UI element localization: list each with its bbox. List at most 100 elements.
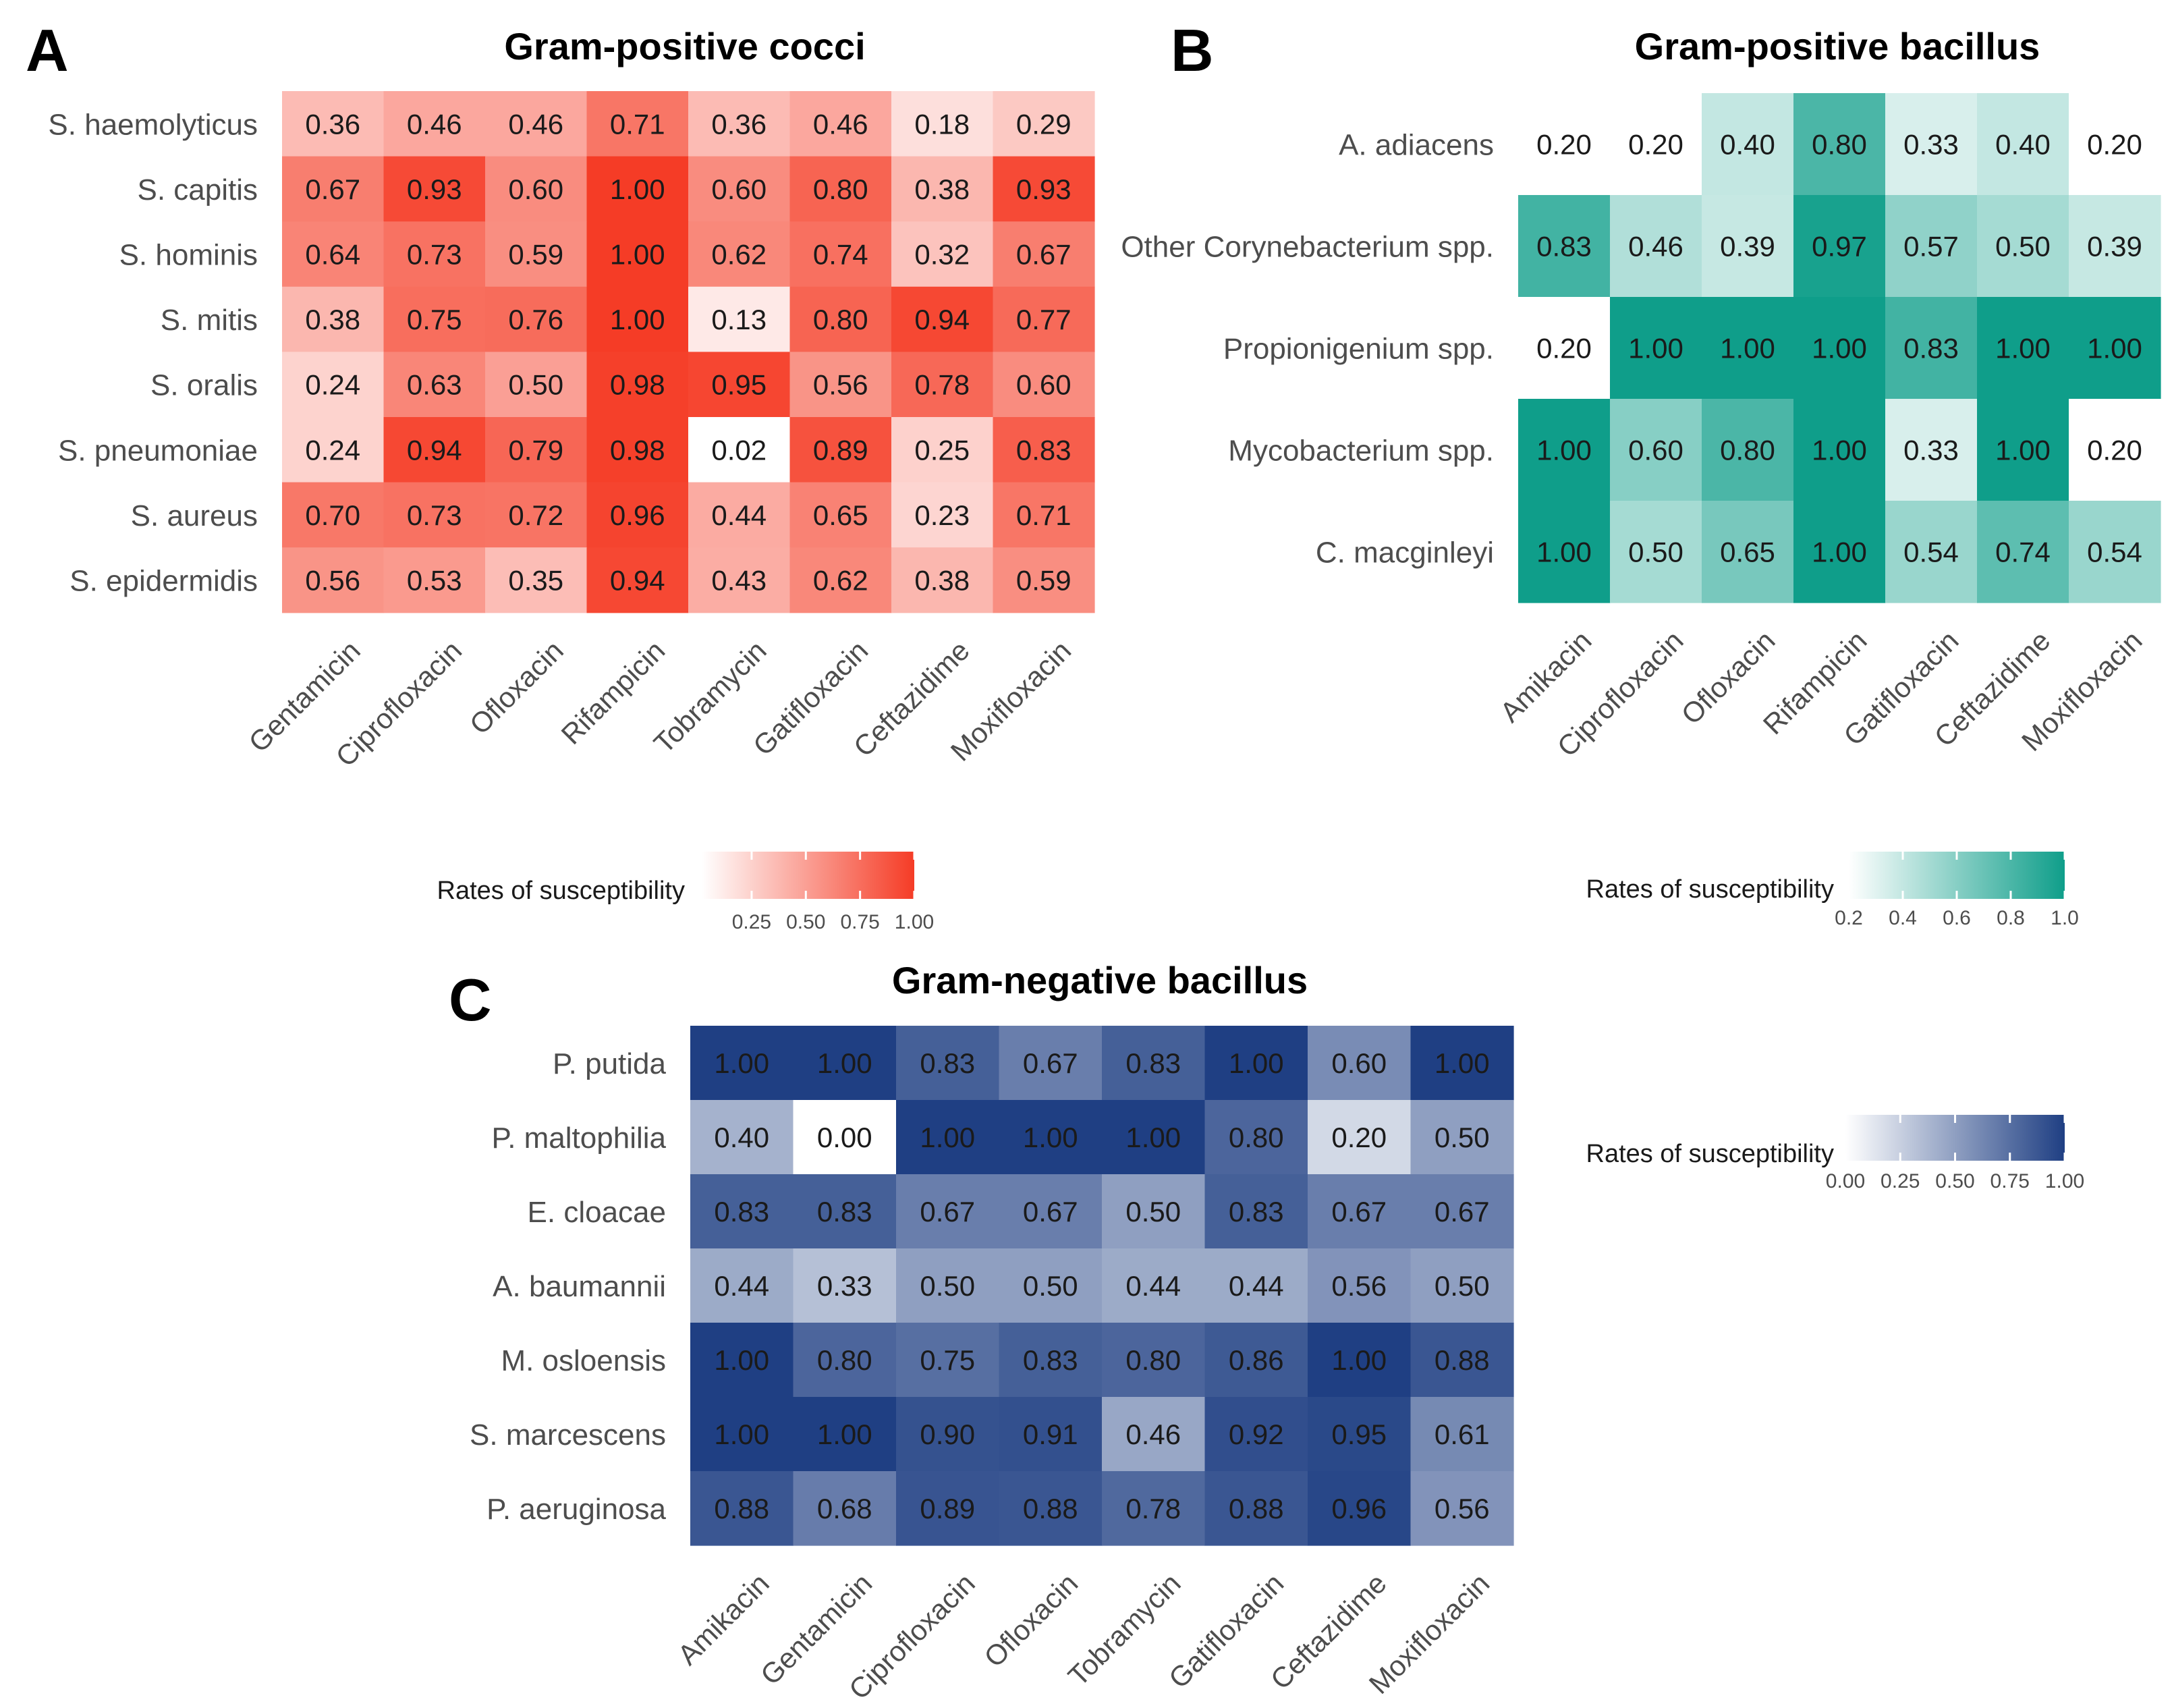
- heatmap-cell-c-macginleyi-ceftazidime: [1977, 501, 2069, 603]
- cell-value-label: 0.80: [1125, 1344, 1181, 1376]
- heatmap-cell-s-hominis-gatifloxacin: [789, 221, 892, 287]
- cell-value-label: 0.40: [1720, 129, 1775, 161]
- row-label: S. mitis: [161, 304, 258, 337]
- heatmap-cell-s-hominis-rifampicin: [586, 221, 689, 287]
- heatmap-cell-s-mitis-rifampicin: [586, 286, 689, 352]
- cell-value-label: 0.36: [711, 108, 767, 140]
- heatmap-cell-s-capitis-gatifloxacin: [789, 156, 892, 222]
- cell-value-label: 0.89: [813, 434, 868, 466]
- heatmap-cell-s-marcescens-ofloxacin: [999, 1397, 1103, 1472]
- heatmap-cell-a-adiacens-ofloxacin: [1702, 93, 1794, 196]
- legend-tick-label: 0.25: [1881, 1170, 1920, 1192]
- cell-value-label: 0.44: [711, 499, 767, 531]
- cell-value-label: 1.00: [714, 1418, 769, 1450]
- heatmap-cell-m-osloensis-ciprofloxacin: [896, 1323, 1000, 1398]
- legend-tick-label: 1.00: [895, 911, 934, 933]
- cell-value-label: 0.67: [1435, 1196, 1490, 1228]
- cell-value-label: 0.77: [1016, 304, 1071, 335]
- heatmap-cell-s-epidermidis-gentamicin: [282, 547, 385, 613]
- heatmap-cell-e-cloacae-ciprofloxacin: [896, 1174, 1000, 1249]
- cell-value-label: 0.20: [2087, 129, 2142, 161]
- heatmap-cell-s-epidermidis-moxifloxacin: [993, 547, 1095, 613]
- heatmap-cell-a-baumannii-amikacin: [690, 1248, 794, 1323]
- cell-value-label: 0.80: [813, 173, 868, 205]
- cell-value-label: 0.13: [711, 304, 767, 335]
- heatmap-cell-s-aureus-ofloxacin: [485, 482, 588, 548]
- heatmap-cell-p-putida-gentamicin: [793, 1026, 897, 1101]
- cell-value-label: 1.00: [1536, 435, 1592, 466]
- heatmap-cell-m-osloensis-amikacin: [690, 1323, 794, 1398]
- heatmap-cell-s-marcescens-moxifloxacin: [1410, 1397, 1514, 1472]
- cell-value-label: 0.83: [1023, 1344, 1078, 1376]
- cell-value-label: 1.00: [1720, 333, 1775, 364]
- heatmap-cell-propionigenium-spp-amikacin: [1518, 297, 1611, 400]
- cell-value-label: 0.54: [1903, 536, 1959, 568]
- cell-value-label: 0.73: [407, 499, 462, 531]
- heatmap-cell-a-adiacens-ceftazidime: [1977, 93, 2069, 196]
- cell-value-label: 0.83: [714, 1196, 769, 1228]
- row-label: C. macginleyi: [1316, 536, 1494, 570]
- heatmap-cell-s-epidermidis-rifampicin: [586, 547, 689, 613]
- heatmap-cell-s-capitis-gentamicin: [282, 156, 385, 222]
- heatmap-cell-s-haemolyticus-rifampicin: [586, 91, 689, 157]
- heatmap-cell-a-baumannii-tobramycin: [1102, 1248, 1206, 1323]
- heatmap-cell-s-hominis-tobramycin: [688, 221, 791, 287]
- cell-value-label: 1.00: [610, 173, 665, 205]
- heatmap-cell-s-pneumoniae-rifampicin: [586, 417, 689, 483]
- cell-value-label: 0.75: [920, 1344, 975, 1376]
- cell-value-label: 0.24: [305, 434, 360, 466]
- heatmap-cell-p-putida-tobramycin: [1102, 1026, 1206, 1101]
- heatmap-cell-s-marcescens-amikacin: [690, 1397, 794, 1472]
- heatmap-cell-other-corynebacterium-spp-moxifloxacin: [2069, 195, 2161, 298]
- heatmap-cell-m-osloensis-moxifloxacin: [1410, 1323, 1514, 1398]
- cell-value-label: 0.76: [508, 304, 563, 335]
- cell-value-label: 0.89: [920, 1493, 975, 1524]
- heatmap-cell-s-pneumoniae-ciprofloxacin: [383, 417, 486, 483]
- heatmap-cell-s-hominis-ofloxacin: [485, 221, 588, 287]
- heatmap-cell-s-haemolyticus-moxifloxacin: [993, 91, 1095, 157]
- cell-value-label: 1.00: [714, 1047, 769, 1079]
- heatmap-cell-m-osloensis-ceftazidime: [1308, 1323, 1412, 1398]
- heatmap-cell-s-capitis-moxifloxacin: [993, 156, 1095, 222]
- row-label: S. haemolyticus: [48, 108, 258, 141]
- heatmap-cell-s-mitis-ofloxacin: [485, 286, 588, 352]
- heatmap-cell-p-aeruginosa-amikacin: [690, 1471, 794, 1546]
- cell-value-label: 0.73: [407, 239, 462, 271]
- heatmap-cell-s-marcescens-gentamicin: [793, 1397, 897, 1472]
- cell-value-label: 0.44: [714, 1270, 769, 1302]
- heatmap-cell-s-aureus-ciprofloxacin: [383, 482, 486, 548]
- heatmap-cell-p-aeruginosa-ciprofloxacin: [896, 1471, 1000, 1546]
- heatmap-cell-s-oralis-moxifloxacin: [993, 352, 1095, 418]
- cell-value-label: 0.62: [711, 239, 767, 271]
- heatmap-cell-c-macginleyi-gatifloxacin: [1885, 501, 1978, 603]
- legend-colorbar: [702, 852, 914, 899]
- heatmap-cell-e-cloacae-ceftazidime: [1308, 1174, 1412, 1249]
- heatmap-cell-s-mitis-tobramycin: [688, 286, 791, 352]
- cell-value-label: 0.62: [813, 565, 868, 597]
- cell-value-label: 0.53: [407, 565, 462, 597]
- cell-value-label: 0.83: [1229, 1196, 1284, 1228]
- heatmap-cell-propionigenium-spp-ofloxacin: [1702, 297, 1794, 400]
- legend-tick-label: 1.0: [2051, 907, 2079, 929]
- cell-value-label: 0.46: [813, 108, 868, 140]
- heatmap-cell-s-oralis-tobramycin: [688, 352, 791, 418]
- cell-value-label: 1.00: [1023, 1122, 1078, 1153]
- row-label: P. aeruginosa: [486, 1493, 666, 1526]
- heatmap-cell-s-aureus-moxifloxacin: [993, 482, 1095, 548]
- heatmap-cell-s-hominis-moxifloxacin: [993, 221, 1095, 287]
- heatmap-cell-c-macginleyi-amikacin: [1518, 501, 1611, 603]
- cell-value-label: 0.70: [305, 499, 360, 531]
- heatmap-cell-p-aeruginosa-gatifloxacin: [1204, 1471, 1308, 1546]
- heatmap-cell-propionigenium-spp-ceftazidime: [1977, 297, 2069, 400]
- cell-value-label: 0.38: [305, 304, 360, 335]
- cell-value-label: 0.56: [1331, 1270, 1387, 1302]
- heatmap-cell-mycobacterium-spp-rifampicin: [1793, 399, 1886, 501]
- heatmap-cell-p-maltophilia-moxifloxacin: [1410, 1100, 1514, 1175]
- cell-value-label: 1.00: [2087, 333, 2142, 364]
- cell-value-label: 0.65: [1720, 536, 1775, 568]
- heatmap-cell-p-putida-amikacin: [690, 1026, 794, 1101]
- row-label: Propionigenium spp.: [1223, 333, 1494, 366]
- cell-value-label: 0.90: [920, 1418, 975, 1450]
- heatmap-cell-other-corynebacterium-spp-amikacin: [1518, 195, 1611, 298]
- heatmap-cell-s-pneumoniae-gatifloxacin: [789, 417, 892, 483]
